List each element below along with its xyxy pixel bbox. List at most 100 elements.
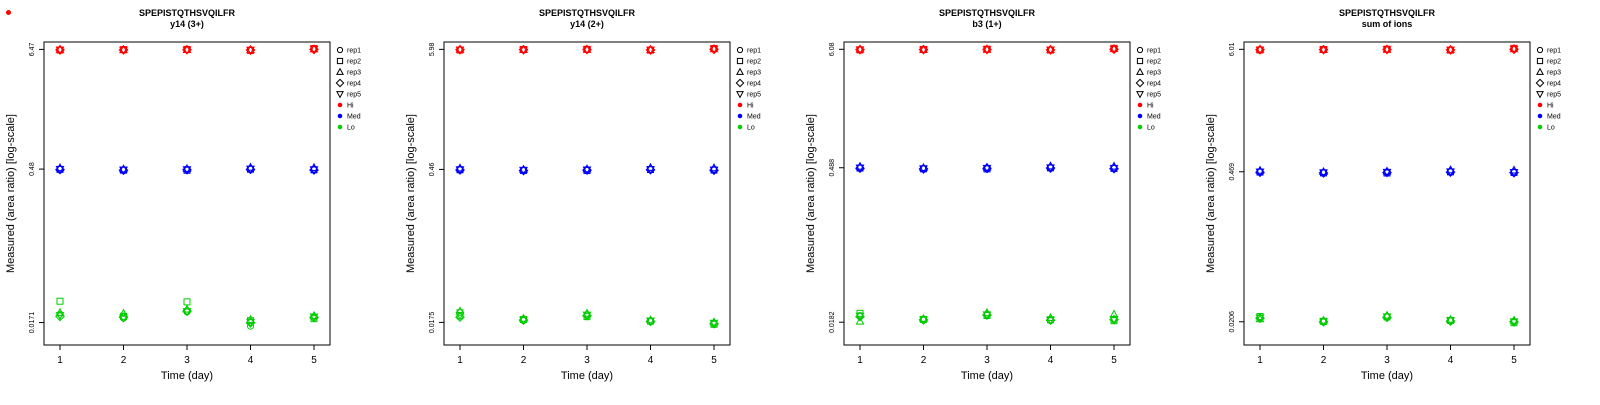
x-tick-label: 5 [1511, 355, 1517, 366]
data-point [855, 164, 865, 173]
data-point [709, 319, 719, 328]
y-tick-label: 0.48 [29, 162, 36, 176]
square-legend-icon [1136, 57, 1144, 65]
y-tick-label: 6.01 [1229, 42, 1236, 56]
triangle-down-legend-icon [1536, 91, 1544, 99]
data-point [646, 317, 655, 326]
data-point [1255, 44, 1265, 53]
red-dot-marker [6, 10, 11, 15]
y-tick-label: 0.0175 [429, 312, 436, 334]
legend-item-label: rep5 [747, 92, 761, 99]
data-point [1109, 44, 1119, 53]
legend-item-label: rep2 [747, 59, 761, 66]
x-axis-label: Time (day) [161, 370, 213, 382]
x-tick-label: 2 [1321, 355, 1327, 366]
data-point [246, 319, 255, 328]
diamond-legend-icon [735, 78, 745, 88]
x-tick-label: 2 [521, 355, 527, 366]
x-tick-label: 4 [248, 355, 254, 366]
y-tick-label: 0.469 [1229, 163, 1236, 181]
x-tick-label: 5 [1111, 355, 1117, 366]
data-point [982, 162, 992, 171]
triangle-up-legend-icon [1536, 67, 1544, 75]
data-point [646, 166, 655, 175]
legend-item-label: Med [347, 114, 361, 121]
diamond-legend-icon [335, 78, 345, 88]
diamond-legend-icon [1135, 78, 1145, 88]
legend-item-label: Hi [347, 103, 354, 110]
data-point [919, 44, 928, 53]
data-point [455, 46, 465, 55]
y-tick-label: 0.488 [829, 159, 836, 177]
legend-item-label: Med [1547, 114, 1561, 121]
data-point [182, 46, 192, 55]
legend-item-label: rep4 [1547, 81, 1561, 88]
data-point [582, 44, 592, 53]
legend-item-label: Lo [1547, 125, 1555, 132]
data-point [1509, 169, 1519, 178]
data-point [582, 166, 592, 175]
level-dot-icon [337, 113, 343, 119]
legend-item-label: rep2 [1147, 59, 1161, 66]
data-point [646, 44, 655, 53]
legend-item-label: Hi [1147, 103, 1154, 110]
x-tick-label: 5 [711, 355, 717, 366]
data-point [55, 307, 65, 316]
data-point [182, 163, 192, 172]
level-dot-icon [1137, 124, 1143, 130]
data-point [919, 162, 928, 172]
legend-item-label: rep4 [347, 81, 361, 88]
data-point [1109, 316, 1119, 325]
data-point [1509, 45, 1519, 54]
x-tick-label: 3 [184, 355, 190, 366]
legend-item-label: rep4 [747, 81, 761, 88]
y-axis-label: Measured (area ratio) [log-scale] [1205, 114, 1217, 273]
data-point [519, 44, 528, 54]
legend-item-label: Hi [1547, 103, 1554, 110]
chart-panel: SPEPISTQTHSVQILFR sum of ions 1 2 3 4 5 6.01 0.4… [1200, 0, 1600, 400]
panel-subtitle: sum of ions [1362, 19, 1413, 29]
data-point [119, 164, 128, 173]
data-point [119, 46, 128, 55]
panel-subtitle: b3 (1+) [972, 19, 1001, 29]
data-point [1046, 44, 1055, 53]
level-dot-icon [337, 124, 343, 130]
data-point [1509, 44, 1519, 53]
level-dot-icon [1537, 113, 1543, 119]
data-point [1446, 44, 1455, 53]
y-axis-label: Measured (area ratio) [log-scale] [805, 114, 817, 273]
data-point [246, 165, 255, 174]
data-point [455, 44, 465, 53]
triangle-down-legend-icon [736, 91, 744, 99]
data-point [1109, 165, 1119, 174]
x-tick-label: 5 [311, 355, 317, 366]
panel-title: SPEPISTQTHSVQILFR [1339, 8, 1436, 18]
data-point [1319, 169, 1328, 178]
data-point [1319, 46, 1328, 55]
data-point [519, 164, 528, 173]
data-point [182, 166, 192, 175]
legend-item-label: Med [747, 114, 761, 121]
panel-title: SPEPISTQTHSVQILFR [539, 8, 636, 18]
data-point [55, 166, 65, 175]
data-point [309, 313, 319, 322]
data-point [519, 46, 528, 55]
x-tick-label: 4 [648, 355, 654, 366]
data-point [119, 45, 128, 54]
x-tick-label: 3 [1384, 355, 1390, 366]
y-tick-label: 0.0182 [829, 311, 836, 333]
data-point [455, 306, 465, 315]
panel-subtitle: y14 (3+) [170, 19, 204, 29]
legend-item-label: Lo [347, 125, 355, 132]
level-dot-icon [1537, 124, 1543, 130]
data-point [455, 312, 465, 323]
legend-item-label: rep4 [1147, 81, 1161, 88]
y-tick-label: 5.98 [429, 42, 436, 56]
x-axis-label: Time (day) [561, 370, 613, 382]
data-point [1509, 318, 1519, 327]
data-point [855, 316, 865, 325]
